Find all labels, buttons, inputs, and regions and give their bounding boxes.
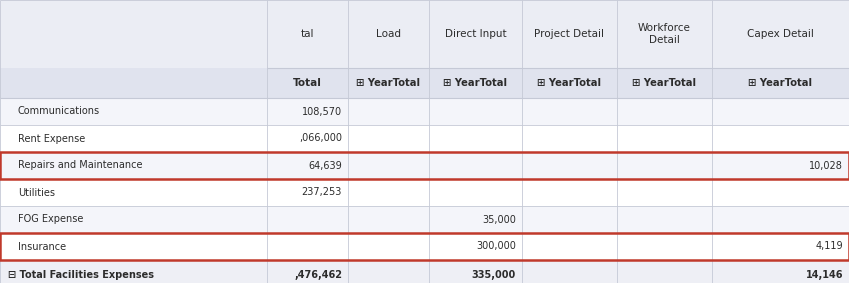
Bar — [267, 152, 348, 179]
Bar — [522, 152, 617, 179]
Bar — [617, 98, 712, 125]
Bar — [712, 98, 849, 125]
Bar — [429, 0, 522, 68]
Bar — [429, 125, 522, 152]
Bar — [712, 152, 849, 179]
Bar — [348, 0, 429, 68]
Bar — [429, 206, 522, 233]
Text: 300,000: 300,000 — [476, 241, 516, 252]
Bar — [712, 233, 849, 260]
Bar — [0, 68, 267, 98]
Text: 64,639: 64,639 — [308, 160, 342, 170]
Bar — [0, 0, 267, 68]
Bar — [267, 179, 348, 206]
Text: ,476,462: ,476,462 — [294, 270, 342, 280]
Bar — [617, 206, 712, 233]
Bar — [522, 179, 617, 206]
Bar — [0, 233, 849, 260]
Text: Workforce
Detail: Workforce Detail — [638, 23, 691, 45]
Bar — [267, 206, 348, 233]
Bar — [712, 206, 849, 233]
Bar — [617, 260, 712, 283]
Bar — [348, 125, 429, 152]
Bar — [429, 260, 522, 283]
Bar — [617, 68, 712, 98]
Bar — [267, 98, 348, 125]
Bar — [522, 0, 617, 68]
Bar — [267, 125, 348, 152]
Text: Total: Total — [293, 78, 322, 88]
Text: tal: tal — [301, 29, 314, 39]
Bar — [617, 125, 712, 152]
Text: ⊟ Total Facilities Expenses: ⊟ Total Facilities Expenses — [8, 270, 154, 280]
Text: FOG Expense: FOG Expense — [18, 215, 83, 224]
Text: 335,000: 335,000 — [472, 270, 516, 280]
Bar — [429, 233, 522, 260]
Text: ⊞ YearTotal: ⊞ YearTotal — [443, 78, 508, 88]
Bar — [429, 68, 522, 98]
Text: 237,253: 237,253 — [301, 188, 342, 198]
Text: Communications: Communications — [18, 106, 100, 117]
Bar — [712, 179, 849, 206]
Bar — [712, 260, 849, 283]
Bar — [522, 260, 617, 283]
Text: Project Detail: Project Detail — [535, 29, 604, 39]
Bar — [348, 179, 429, 206]
Text: 108,570: 108,570 — [302, 106, 342, 117]
Bar — [0, 152, 849, 179]
Bar — [267, 0, 348, 68]
Text: Direct Input: Direct Input — [445, 29, 506, 39]
Text: ⊞ YearTotal: ⊞ YearTotal — [357, 78, 420, 88]
Bar — [712, 125, 849, 152]
Text: Rent Expense: Rent Expense — [18, 134, 85, 143]
Bar — [522, 125, 617, 152]
Text: Capex Detail: Capex Detail — [747, 29, 814, 39]
Bar — [0, 179, 267, 206]
Bar — [0, 98, 267, 125]
Bar — [617, 179, 712, 206]
Bar — [522, 233, 617, 260]
Bar — [617, 233, 712, 260]
Bar — [348, 152, 429, 179]
Bar — [267, 260, 348, 283]
Bar — [617, 0, 712, 68]
Text: ⊞ YearTotal: ⊞ YearTotal — [537, 78, 601, 88]
Text: ,066,000: ,066,000 — [299, 134, 342, 143]
Bar — [0, 206, 267, 233]
Bar — [348, 233, 429, 260]
Bar — [429, 152, 522, 179]
Bar — [617, 152, 712, 179]
Bar — [267, 233, 348, 260]
Text: 4,119: 4,119 — [815, 241, 843, 252]
Bar — [429, 179, 522, 206]
Text: Utilities: Utilities — [18, 188, 55, 198]
Bar — [522, 98, 617, 125]
Bar — [0, 125, 267, 152]
Bar — [522, 68, 617, 98]
Text: ⊞ YearTotal: ⊞ YearTotal — [633, 78, 696, 88]
Text: ⊞ YearTotal: ⊞ YearTotal — [749, 78, 812, 88]
Text: 14,146: 14,146 — [806, 270, 843, 280]
Bar — [267, 68, 348, 98]
Text: Repairs and Maintenance: Repairs and Maintenance — [18, 160, 143, 170]
Bar — [712, 68, 849, 98]
Text: Load: Load — [376, 29, 401, 39]
Text: 10,028: 10,028 — [809, 160, 843, 170]
Text: 35,000: 35,000 — [482, 215, 516, 224]
Bar — [0, 152, 267, 179]
Bar — [712, 0, 849, 68]
Bar — [522, 206, 617, 233]
Bar — [429, 98, 522, 125]
Bar — [348, 260, 429, 283]
Text: Insurance: Insurance — [18, 241, 66, 252]
Bar — [0, 260, 267, 283]
Bar — [0, 233, 267, 260]
Bar — [348, 68, 429, 98]
Bar — [348, 98, 429, 125]
Bar — [348, 206, 429, 233]
